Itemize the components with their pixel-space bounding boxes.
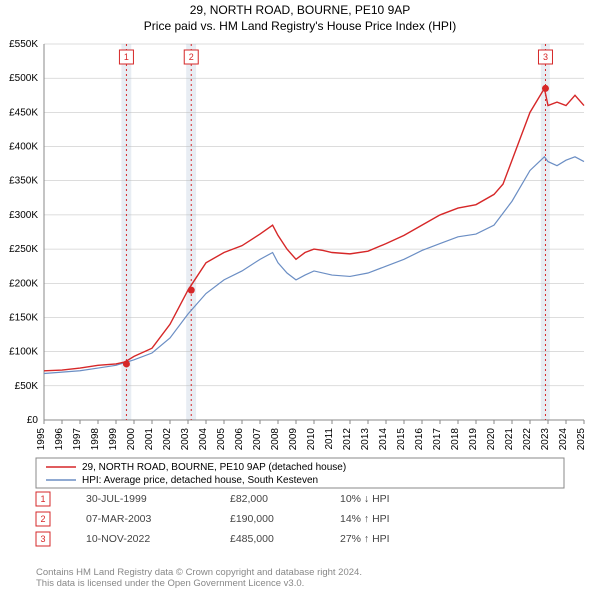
sale-marker-number: 3 <box>543 52 548 62</box>
x-tick-label: 2003 <box>180 428 191 451</box>
x-tick-label: 2021 <box>504 428 515 451</box>
x-tick-label: 2011 <box>324 428 335 450</box>
sale-row-date: 10-NOV-2022 <box>86 533 150 545</box>
y-tick-label: £400K <box>9 142 38 153</box>
x-tick-label: 2004 <box>198 428 209 451</box>
x-tick-label: 2015 <box>396 428 407 451</box>
footer-line-1: Contains HM Land Registry data © Crown c… <box>36 567 362 578</box>
y-tick-label: £350K <box>9 176 38 187</box>
x-tick-label: 2020 <box>486 428 497 451</box>
x-tick-label: 1995 <box>36 428 47 451</box>
sale-row-date: 07-MAR-2003 <box>86 513 152 525</box>
sale-row-price: £82,000 <box>230 493 268 505</box>
chart-canvas: 29, NORTH ROAD, BOURNE, PE10 9AP Price p… <box>0 0 600 590</box>
sale-row-number: 3 <box>40 534 45 544</box>
x-tick-label: 2022 <box>522 428 533 451</box>
y-tick-label: £500K <box>9 73 38 84</box>
x-tick-label: 2008 <box>270 428 281 451</box>
x-tick-label: 2002 <box>162 428 173 451</box>
y-tick-label: £100K <box>9 347 38 358</box>
sale-row-delta: 27% ↑ HPI <box>340 533 390 545</box>
x-tick-label: 2017 <box>432 428 443 451</box>
legend: 29, NORTH ROAD, BOURNE, PE10 9AP (detach… <box>36 458 564 488</box>
x-tick-label: 2005 <box>216 428 227 451</box>
y-tick-label: £150K <box>9 312 38 323</box>
x-tick-label: 2019 <box>468 428 479 451</box>
y-tick-label: £300K <box>9 210 38 221</box>
x-tick-label: 2001 <box>144 428 155 451</box>
x-tick-label: 1998 <box>90 428 101 451</box>
x-tick-label: 2012 <box>342 428 353 451</box>
sale-row-number: 2 <box>40 514 45 524</box>
x-tick-label: 2007 <box>252 428 263 451</box>
y-tick-label: £250K <box>9 244 38 255</box>
x-tick-label: 2014 <box>378 428 389 451</box>
sale-marker-number: 1 <box>124 52 129 62</box>
sales-table: 1 30-JUL-1999 £82,000 10% ↓ HPI 2 07-MAR-2003… <box>36 492 390 546</box>
plot-area: £0 £50K £100K £150K £200K £250K £300K £350K £400… <box>9 39 587 450</box>
x-tick-label: 2025 <box>576 428 587 451</box>
sale-dot <box>542 85 549 92</box>
x-tick-label: 2010 <box>306 428 317 451</box>
x-tick-label: 1996 <box>54 428 65 451</box>
y-tick-label: £50K <box>15 381 39 392</box>
sale-row-price: £190,000 <box>230 513 274 525</box>
x-tick-label: 2016 <box>414 428 425 451</box>
y-tick-label: £550K <box>9 39 38 50</box>
x-tick-label: 2006 <box>234 428 245 451</box>
sale-dot <box>123 360 130 367</box>
x-tick-label: 2023 <box>540 428 551 451</box>
sale-row-delta: 14% ↑ HPI <box>340 513 390 525</box>
legend-label-red: 29, NORTH ROAD, BOURNE, PE10 9AP (detach… <box>82 462 346 473</box>
y-tick-label: £200K <box>9 278 38 289</box>
sale-dot <box>188 287 195 294</box>
sale-row-number: 1 <box>40 494 45 504</box>
chart-subtitle: Price paid vs. HM Land Registry's House … <box>144 19 456 33</box>
y-tick-label: £450K <box>9 107 38 118</box>
x-tick-label: 2024 <box>558 428 569 451</box>
x-tick-label: 1999 <box>108 428 119 451</box>
sale-row-price: £485,000 <box>230 533 274 545</box>
y-tick-label: £0 <box>27 415 39 426</box>
sale-row-delta: 10% ↓ HPI <box>340 493 390 505</box>
x-tick-label: 1997 <box>72 428 83 451</box>
legend-label-blue: HPI: Average price, detached house, Sout… <box>82 475 318 486</box>
x-tick-label: 2000 <box>126 428 137 451</box>
x-tick-label: 2018 <box>450 428 461 451</box>
x-tick-label: 2009 <box>288 428 299 451</box>
footer-line-2: This data is licensed under the Open Gov… <box>36 578 304 589</box>
sale-row-date: 30-JUL-1999 <box>86 493 147 505</box>
chart-title: 29, NORTH ROAD, BOURNE, PE10 9AP <box>190 3 411 17</box>
x-tick-label: 2013 <box>360 428 371 451</box>
sale-marker-number: 2 <box>189 52 194 62</box>
